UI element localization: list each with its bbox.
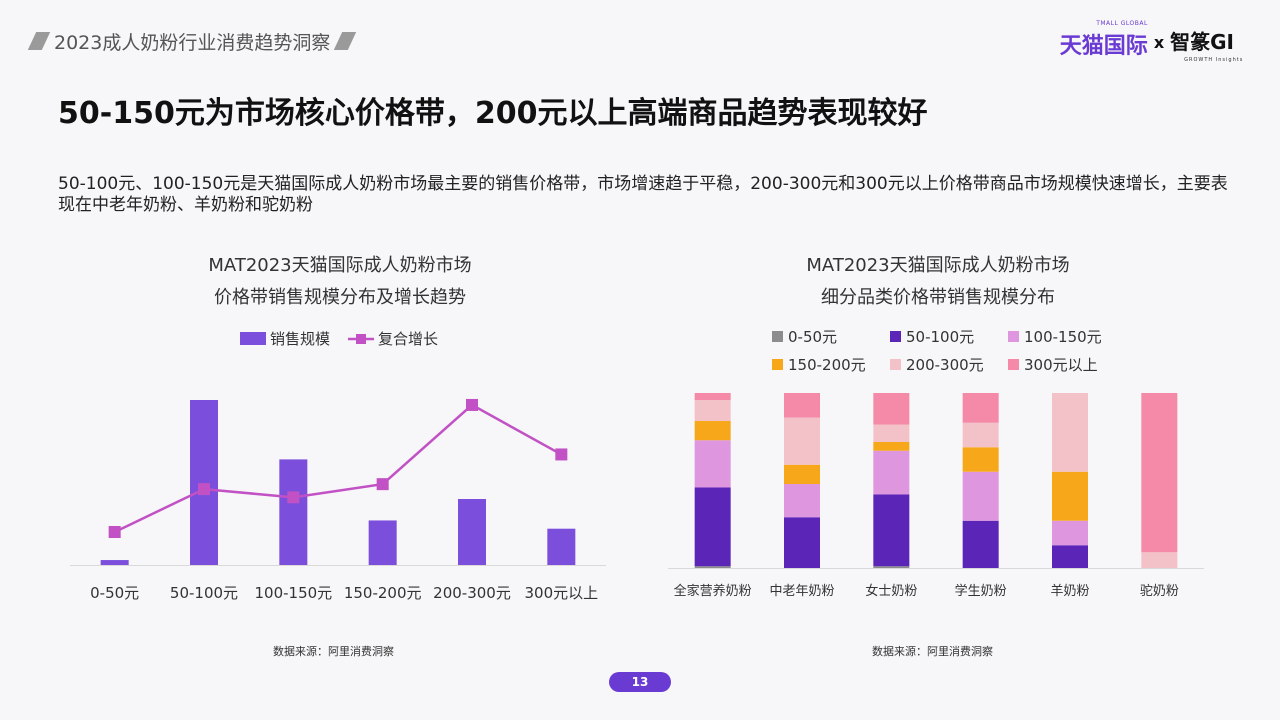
bar-sales (100, 560, 129, 565)
legend-marker-growth (356, 334, 366, 344)
left-chart-subtitle: 价格带销售规模分布及增长趋势 (214, 287, 466, 308)
legend-swatch (772, 359, 783, 370)
stacked-segment (694, 393, 731, 400)
point-growth (198, 483, 210, 496)
stacked-segment (784, 464, 820, 484)
point-growth (555, 448, 568, 461)
tmall-global-logo: 天猫国际 TMALL GLOBAL (1059, 20, 1148, 59)
stacked-segment (694, 566, 731, 568)
legend-label-sales: 销售规模 (270, 330, 330, 348)
section-header: 2023成人奶粉行业消费趋势洞察 (27, 27, 357, 55)
legend-label: 150-200元 (788, 356, 866, 374)
point-growth (466, 398, 478, 411)
stacked-segment (784, 417, 820, 465)
x-tick-label: 150-200元 (344, 584, 422, 602)
stacked-segment (784, 484, 820, 518)
stacked-segment (873, 393, 910, 425)
x-tick-label: 100-150元 (254, 584, 332, 602)
x-tick-label: 羊奶粉 (1050, 583, 1089, 599)
x-tick-label: 50-100元 (170, 584, 238, 602)
bar-sales (458, 499, 486, 565)
x-tick-label: 学生奶粉 (955, 583, 1007, 599)
left-chart: 销售规模 复合增长 0-50元 50-100元 100-150元 150-200元 200-… (70, 330, 606, 602)
stacked-segment (1141, 393, 1178, 553)
x-tick-label: 女士奶粉 (865, 583, 917, 599)
legend-label: 300元以上 (1024, 356, 1098, 374)
legend-label-growth: 复合增长 (378, 330, 438, 348)
stacked-segment (694, 487, 731, 567)
legend-label: 50-100元 (906, 328, 974, 346)
stacked-segment (873, 566, 910, 568)
right-chart-subtitle: 细分品类价格带销售规模分布 (821, 287, 1055, 308)
stacked-segment (962, 471, 999, 521)
page-title: 50-150元为市场核心价格带，200元以上高端商品趋势表现较好 (58, 96, 928, 131)
bar-sales (190, 400, 218, 565)
stacked-segment (962, 520, 999, 568)
section-header-text: 2023成人奶粉行业消费趋势洞察 (54, 31, 331, 54)
legend-swatch (772, 331, 783, 342)
point-growth (108, 526, 121, 538)
stacked-segment (962, 393, 999, 423)
legend-swatch (890, 359, 901, 370)
x-tick-label: 200-300元 (433, 584, 511, 602)
slash-decoration-icon (27, 32, 51, 50)
right-chart-source: 数据来源：阿里消费洞察 (872, 645, 993, 658)
legend-label: 200-300元 (906, 356, 984, 374)
stacked-segment (873, 442, 910, 451)
stacked-segment (1052, 545, 1088, 568)
left-chart-title: MAT2023天猫国际成人奶粉市场 (208, 255, 472, 276)
stacked-segment (873, 450, 910, 495)
page-number: 13 (609, 672, 671, 692)
point-growth (376, 478, 389, 491)
x-tick-label: 中老年奶粉 (769, 584, 834, 599)
bar-sales (368, 520, 397, 565)
page-subtitle: 50-100元、100-150元是天猫国际成人奶粉市场最主要的销售价格带，市场增… (58, 174, 1228, 215)
stacked-segment (1052, 393, 1088, 472)
slash-decoration-icon (334, 32, 357, 50)
stacked-segment (784, 517, 820, 568)
stacked-segment (1052, 471, 1088, 521)
x-tick-label: 驼奶粉 (1140, 583, 1179, 599)
right-chart-legend: 0-50元 50-100元 100-150元 150-200元 200-300元 300元… (772, 328, 1102, 374)
bar-sales (279, 459, 308, 565)
gi-logo: 智篆GI GROWTH Insights (1170, 29, 1244, 63)
legend-swatch-sales (240, 332, 266, 345)
stacked-segment (694, 400, 731, 421)
stacked-segment (962, 447, 999, 472)
left-chart-source: 数据来源：阿里消费洞察 (273, 645, 394, 658)
stacked-segment (694, 421, 731, 441)
legend-swatch (890, 331, 901, 342)
right-chart-title: MAT2023天猫国际成人奶粉市场 (806, 255, 1070, 276)
left-chart-title-block: MAT2023天猫国际成人奶粉市场 价格带销售规模分布及增长趋势 (130, 250, 550, 314)
line-growth (114, 403, 562, 534)
brand-logos: 天猫国际 TMALL GLOBAL x 智篆GI GROWTH Insights (1059, 20, 1244, 63)
stacked-segment (873, 424, 910, 442)
left-chart-legend: 销售规模 复合增长 (240, 330, 438, 348)
x-tick-label: 300元以上 (525, 584, 599, 602)
legend-swatch (1008, 331, 1019, 342)
bar-sales (547, 528, 576, 565)
stacked-segment (694, 440, 731, 488)
stacked-segment (1052, 520, 1088, 546)
right-chart: 0-50元 50-100元 100-150元 150-200元 200-300元 300元… (668, 328, 1204, 599)
stacked-segment (1141, 552, 1178, 568)
brand-separator: x (1153, 32, 1165, 52)
point-growth (287, 491, 300, 504)
stacked-segment (784, 393, 820, 418)
stacked-segment (962, 422, 999, 448)
right-chart-title-block: MAT2023天猫国际成人奶粉市场 细分品类价格带销售规模分布 (728, 250, 1148, 314)
legend-label: 0-50元 (788, 328, 837, 346)
x-tick-label: 0-50元 (90, 584, 139, 602)
x-tick-label: 全家营养奶粉 (674, 583, 752, 599)
legend-label: 100-150元 (1024, 328, 1102, 346)
legend-swatch (1008, 359, 1019, 370)
stacked-segment (873, 494, 910, 567)
